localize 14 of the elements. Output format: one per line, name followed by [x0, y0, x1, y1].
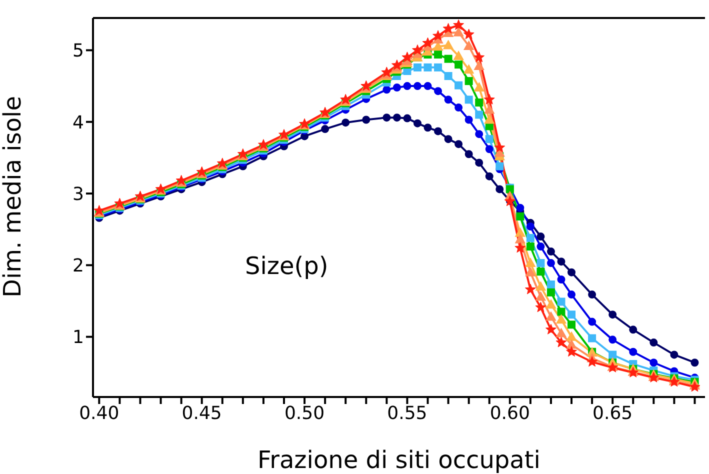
x-tick-label: 0.65 [592, 402, 633, 424]
x-tick-label: 0.40 [79, 402, 120, 424]
y-tick-label: 3 [72, 184, 84, 205]
y-tick-label: 4 [72, 112, 84, 134]
x-tick-label: 0.55 [387, 402, 428, 424]
y-tick-label: 2 [72, 256, 84, 277]
annotation: Size(p) [245, 252, 328, 280]
x-tick-label: 0.50 [284, 402, 325, 424]
x-tick-label: 0.45 [182, 402, 222, 424]
x-axis-title: Frazione di siti occupati [258, 446, 540, 474]
y-tick-label: 1 [72, 327, 84, 348]
x-tick-label: 0.60 [490, 402, 530, 424]
y-axis-title: Dim. media isole [0, 96, 27, 298]
y-tick-label: 5 [72, 40, 84, 62]
